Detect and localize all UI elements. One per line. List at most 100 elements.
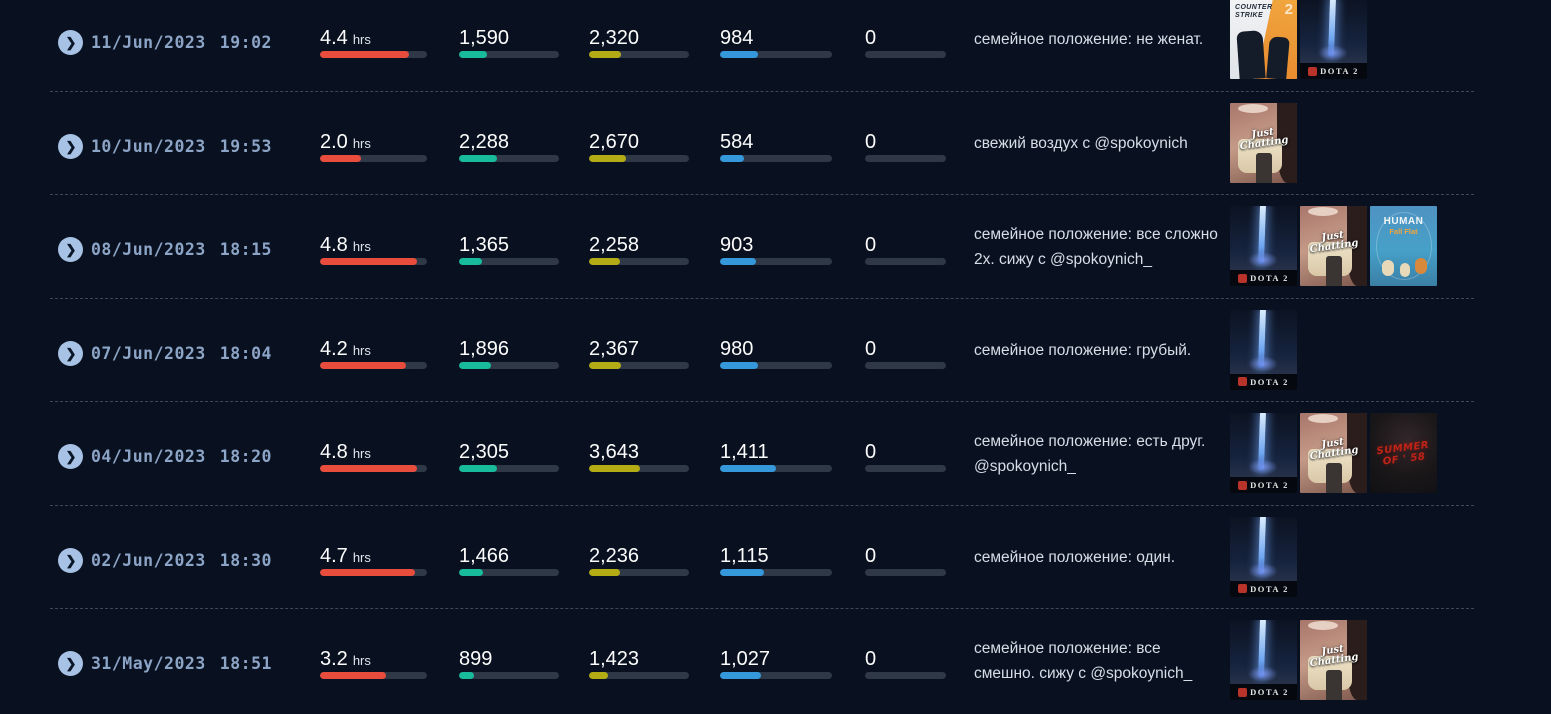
game-thumbnail-s58[interactable]: SUMMER OF ' 58: [1370, 413, 1437, 493]
thumb-label: DOTA 2: [1250, 687, 1289, 697]
stat-cell: 1,423: [589, 649, 689, 679]
stat-bar-fill: [589, 672, 608, 679]
stat-cell: 0: [865, 235, 946, 265]
dota2-logo-icon: [1238, 687, 1248, 697]
stream-date: 08/Jun/2023: [91, 240, 206, 259]
stream-date-link[interactable]: 10/Jun/2023 19:53: [91, 137, 272, 156]
expand-stream-button[interactable]: ❯: [58, 444, 83, 469]
stat-bar-fill: [459, 672, 474, 679]
stream-title: семейное положение: грубый.: [974, 341, 1192, 359]
stat-value: 1,423: [589, 648, 640, 670]
duration-unit: hrs: [352, 653, 371, 668]
game-thumbnails: DOTA 2: [1230, 309, 1297, 390]
stream-time: 18:51: [219, 654, 272, 673]
stat-bar: [865, 258, 946, 265]
dota2-banner: DOTA 2: [1230, 270, 1297, 286]
stream-time: 18:04: [219, 343, 272, 363]
game-thumbnail-jc[interactable]: Just Chatting: [1300, 620, 1367, 700]
stat-bar-fill: [720, 258, 756, 265]
game-thumbnail-dota2[interactable]: DOTA 2: [1230, 620, 1297, 700]
stat-bar-fill: [589, 258, 620, 265]
stream-date-link[interactable]: 08/Jun/2023 18:15: [91, 240, 272, 259]
stat-bar-fill: [589, 51, 621, 58]
game-thumbnails: DOTA 2: [1230, 516, 1297, 597]
game-thumbnail-dota2[interactable]: DOTA 2: [1300, 0, 1367, 79]
stream-date: 07/Jun/2023: [91, 343, 206, 363]
stat-cell: 1,590: [459, 28, 559, 58]
stat-value: 2,367: [589, 337, 640, 360]
stat-bar: [459, 51, 559, 58]
stat-bar-fill: [720, 568, 764, 576]
dota2-banner: DOTA 2: [1230, 477, 1297, 493]
stream-date-link[interactable]: 02/Jun/2023 18:30: [91, 551, 272, 570]
game-thumbnail-dota2[interactable]: DOTA 2: [1230, 413, 1297, 493]
stat-cell: 0: [865, 546, 946, 576]
chevron-right-icon: ❯: [65, 138, 77, 154]
soldier-silhouette: [1236, 30, 1266, 79]
stream-title: свежий воздух с @spokoynich: [974, 134, 1188, 152]
stat-cell: 1,027: [720, 649, 832, 679]
stat-bar-fill: [459, 258, 482, 265]
hair: [1347, 413, 1367, 493]
stat-cell: 2,367: [589, 339, 689, 369]
expand-stream-button[interactable]: ❯: [58, 133, 83, 159]
stat-bar: [720, 154, 832, 162]
duration-unit: hrs: [352, 32, 371, 47]
microphone: [1326, 670, 1342, 700]
dota2-banner: DOTA 2: [1230, 373, 1297, 390]
game-thumbnail-hff[interactable]: HUMAN Fall Flat: [1370, 206, 1437, 286]
stat-cell: 1,365: [459, 235, 559, 265]
stat-cell: 0: [865, 649, 946, 679]
stat-value: 2,320: [589, 27, 640, 49]
expand-stream-button[interactable]: ❯: [58, 547, 83, 573]
hair: [1347, 206, 1367, 286]
stream-date-link[interactable]: 04/Jun/2023 18:20: [91, 447, 272, 466]
game-thumbnail-dota2[interactable]: DOTA 2: [1230, 516, 1297, 597]
duration-bar-fill: [320, 258, 418, 265]
stream-row: ❯ 02/Jun/2023 18:30 4.7 hrs 1,466: [0, 506, 1551, 610]
dota2-banner: DOTA 2: [1300, 63, 1367, 79]
stream-time: 18:30: [219, 550, 272, 570]
stat-value: 1,896: [459, 337, 510, 360]
stat-cells: 1,590 2,320 984: [0, 0, 1551, 92]
stat-cells: 899 1,423 1,027: [0, 609, 1551, 713]
stat-bar: [865, 361, 946, 369]
stat-bar: [589, 568, 689, 576]
stream-duration-cell: 3.2 hrs: [320, 649, 427, 679]
dota2-logo-icon: [1238, 584, 1248, 593]
stat-value: 0: [865, 337, 877, 360]
stat-bar: [459, 258, 559, 265]
stat-value: 584: [720, 130, 754, 153]
soldier-silhouette: [1266, 36, 1290, 79]
stat-value: 0: [865, 648, 877, 670]
chevron-right-icon: ❯: [65, 552, 77, 568]
game-thumbnails: DOTA 2 Just Chatting SUMMER OF ' 58: [1230, 413, 1437, 493]
thumb-badge: 2: [1284, 1, 1293, 18]
stream-date-link[interactable]: 11/Jun/2023 19:02: [91, 33, 272, 52]
duration-bar: [320, 154, 427, 162]
stat-value: 2,305: [459, 441, 510, 463]
expand-stream-button[interactable]: ❯: [58, 237, 83, 262]
game-thumbnail-jc[interactable]: Just Chatting: [1230, 102, 1297, 183]
stat-bar: [720, 51, 832, 58]
game-thumbnail-dota2[interactable]: DOTA 2: [1230, 309, 1297, 390]
stream-date-link[interactable]: 07/Jun/2023 18:04: [91, 344, 272, 363]
expand-stream-button[interactable]: ❯: [58, 340, 83, 366]
stat-value: 1,365: [459, 234, 510, 256]
stat-cells: 2,305 3,643 1,411: [0, 402, 1551, 506]
stream-date-link[interactable]: 31/May/2023 18:51: [91, 654, 272, 673]
stat-cell: 2,236: [589, 546, 689, 576]
glow: [1248, 459, 1278, 475]
game-thumbnail-cs2[interactable]: COUNTER STRIKE 2: [1230, 0, 1297, 79]
stat-cell: 0: [865, 132, 946, 162]
dota2-logo-icon: [1238, 273, 1248, 283]
stat-bar: [589, 51, 689, 58]
duration-value: 4.7: [320, 544, 348, 567]
game-thumbnail-jc[interactable]: Just Chatting: [1300, 206, 1367, 286]
game-thumbnail-dota2[interactable]: DOTA 2: [1230, 206, 1297, 286]
stat-bar: [865, 672, 946, 679]
expand-stream-button[interactable]: ❯: [58, 651, 83, 676]
expand-stream-button[interactable]: ❯: [58, 30, 83, 55]
game-thumbnail-jc[interactable]: Just Chatting: [1300, 413, 1367, 493]
microphone: [1256, 152, 1272, 183]
